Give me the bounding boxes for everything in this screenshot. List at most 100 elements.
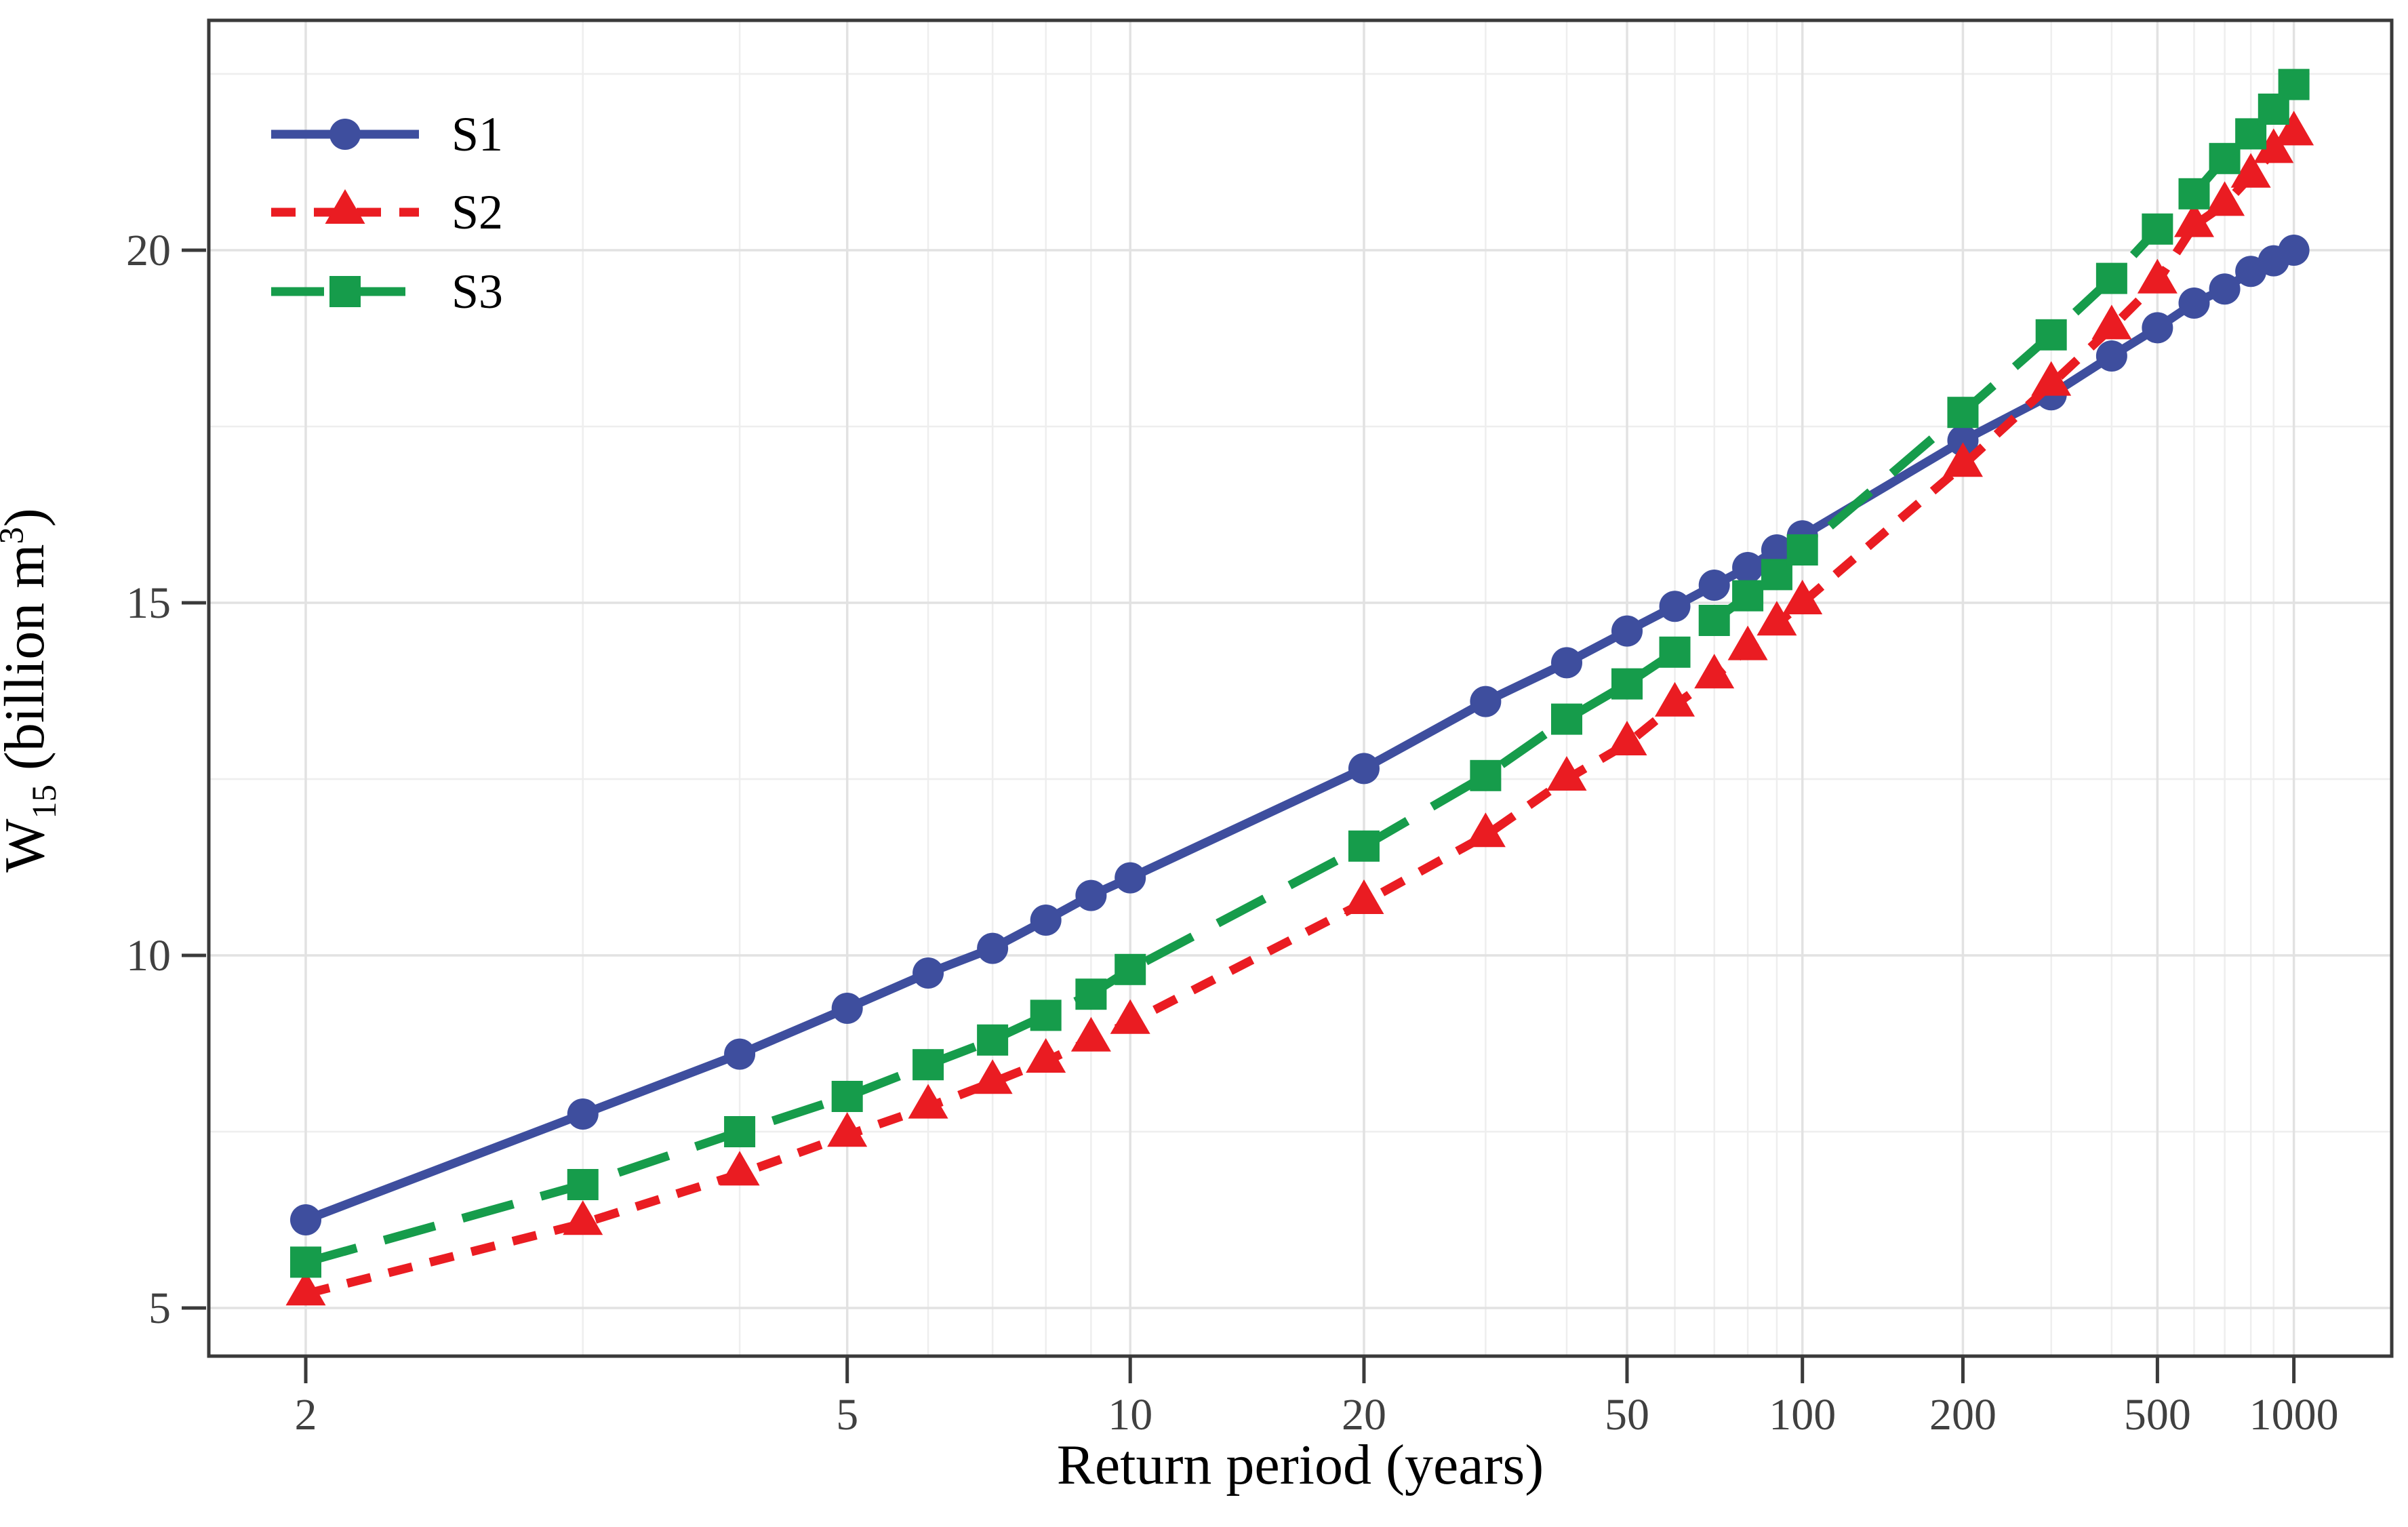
- series-S2-marker: [1727, 625, 1768, 660]
- series-S3-marker: [1115, 953, 1146, 985]
- series-S2-marker: [2274, 111, 2314, 146]
- y-tick-label-10: 10: [126, 931, 171, 980]
- series-S3-marker: [1659, 636, 1691, 668]
- series-S1-marker: [1659, 591, 1691, 622]
- series-S3-marker: [1470, 759, 1502, 791]
- y-tick-label-15: 15: [126, 578, 171, 628]
- x-tick-label-2: 2: [295, 1390, 317, 1440]
- series-S3-marker: [1551, 703, 1583, 735]
- series-S1-marker: [912, 957, 944, 989]
- series-S2-marker: [285, 1271, 326, 1306]
- series-S1-marker: [2095, 340, 2127, 372]
- series-S1-marker: [290, 1204, 321, 1235]
- series-S2-line: [304, 130, 2297, 1298]
- series-S2-marker: [2230, 153, 2271, 188]
- series-S3-marker: [2209, 142, 2241, 174]
- series-S3-marker: [290, 1246, 321, 1278]
- series-S1-marker: [2142, 312, 2173, 344]
- series-S1-marker: [2209, 273, 2241, 305]
- series-S3-marker: [977, 1024, 1009, 1056]
- series-S2-marker: [1110, 999, 1150, 1034]
- series-S3-marker: [724, 1116, 756, 1147]
- series-S1-marker: [1551, 647, 1583, 679]
- series-S3-marker: [2178, 178, 2210, 210]
- series-S2-marker: [2174, 202, 2215, 237]
- series-S2-marker: [2137, 258, 2178, 294]
- series-S2-marker: [1026, 1038, 1066, 1073]
- panel-border: [207, 18, 2394, 1358]
- legend-marker-S1: [329, 119, 361, 150]
- series-S2-marker: [2031, 361, 2072, 396]
- y-axis-title: W15 (billion m3): [0, 283, 63, 1097]
- series-S2-marker: [563, 1200, 603, 1235]
- series-S3-marker: [1732, 580, 1764, 612]
- x-tick-label-5: 5: [836, 1390, 858, 1440]
- y-title-superscript: 3: [0, 527, 31, 544]
- series-S1-marker: [1761, 534, 1792, 566]
- series-S1-marker: [2278, 235, 2310, 266]
- series-S1-marker: [831, 993, 863, 1024]
- series-S3-marker: [2095, 262, 2127, 294]
- series-S1-marker: [1075, 879, 1107, 911]
- series-S3-marker: [1075, 978, 1107, 1010]
- series-S3-marker: [2278, 68, 2310, 100]
- series-S3-marker: [1030, 999, 1062, 1031]
- series-S3-marker: [1348, 830, 1380, 862]
- series-S1-marker: [1947, 424, 1979, 456]
- series-S2-marker: [1344, 879, 1384, 914]
- y-tick-label-20: 20: [126, 226, 171, 275]
- series-S2-marker: [1757, 601, 1797, 636]
- series-S1-marker: [1470, 686, 1502, 717]
- series-S1-line: [304, 246, 2296, 1225]
- series-S1-marker: [2178, 287, 2210, 319]
- series-S3-marker: [2035, 319, 2067, 351]
- y-tick-label-5: 5: [148, 1284, 171, 1333]
- series-S3-marker: [912, 1049, 944, 1081]
- series-S2-marker: [1782, 580, 1823, 614]
- series-S1-marker: [1348, 753, 1380, 785]
- series-S1-marker: [1030, 905, 1062, 936]
- x-tick-label-100: 100: [1769, 1390, 1836, 1440]
- series-S2-marker: [1546, 756, 1587, 791]
- series-S1-marker: [567, 1098, 599, 1130]
- series-S3-line: [304, 81, 2297, 1267]
- series-S3-marker: [1786, 534, 1818, 566]
- series-S3-marker: [1698, 605, 1730, 636]
- series-S2-marker: [2205, 181, 2245, 216]
- series-S2-marker: [2253, 128, 2294, 163]
- x-tick-label-10: 10: [1108, 1390, 1152, 1440]
- x-tick-label-20: 20: [1342, 1390, 1386, 1440]
- series-S2-marker: [1694, 654, 1735, 689]
- series-S2-marker: [827, 1112, 868, 1147]
- y-title-subscript: 15: [25, 785, 63, 819]
- x-tick-label-500: 500: [2124, 1390, 2191, 1440]
- series-S3-marker: [1611, 668, 1643, 700]
- x-tick-label-200: 200: [1929, 1390, 1996, 1440]
- series-S1-marker: [1115, 862, 1146, 894]
- series-S2-marker: [1655, 681, 1695, 717]
- series-S2-marker: [1942, 442, 1983, 477]
- series-S3-marker: [2142, 213, 2173, 245]
- series-S1-marker: [977, 932, 1009, 964]
- series-S1-marker: [1732, 552, 1764, 583]
- x-tick-label-1000: 1000: [2249, 1390, 2339, 1440]
- series-S2-marker: [972, 1059, 1013, 1094]
- x-axis-title: Return period (years): [1056, 1433, 1544, 1496]
- series-S2-marker: [1070, 1016, 1111, 1052]
- series-S2-marker: [1607, 721, 1647, 755]
- legend-marker-S2: [325, 189, 365, 224]
- series-S3-marker: [1947, 397, 1979, 429]
- series-S2-marker: [908, 1084, 948, 1119]
- x-tick-label-50: 50: [1605, 1390, 1649, 1440]
- series-S1-marker: [1698, 570, 1730, 601]
- series-S1-marker: [1611, 615, 1643, 647]
- series-S3-marker: [831, 1081, 863, 1112]
- series-S2-marker: [719, 1151, 760, 1186]
- series-S2-marker: [1465, 812, 1506, 848]
- series-S1-marker: [724, 1038, 756, 1070]
- series-S2-marker: [2091, 304, 2132, 340]
- series-S3-marker: [567, 1169, 599, 1200]
- legend-marker-S3: [329, 276, 361, 307]
